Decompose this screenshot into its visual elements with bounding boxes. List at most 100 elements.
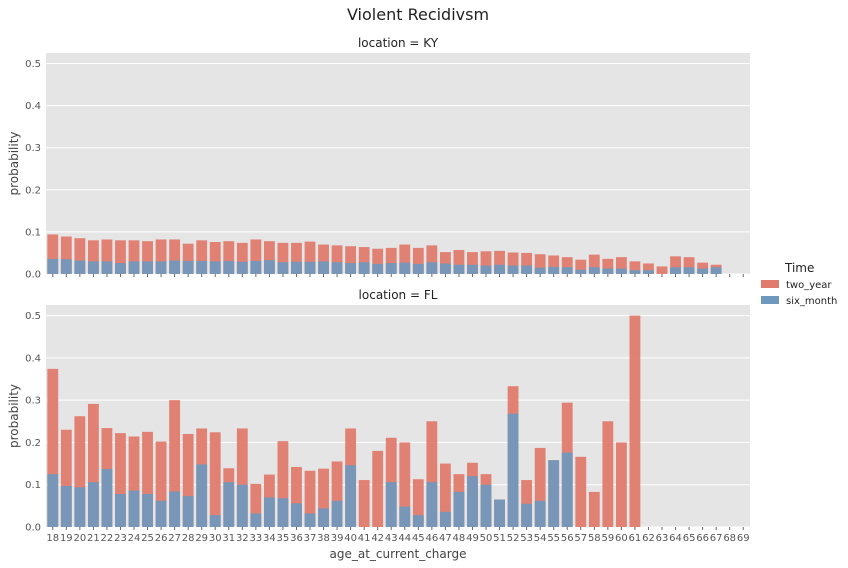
bar-two-year [169,239,181,274]
x-tick-label: 44 [398,533,411,544]
bar-six-month [385,482,397,527]
bar-two-year [602,421,614,527]
bar-six-month [236,261,248,274]
x-tick-label: 66 [696,533,709,544]
bar-two-year [480,251,492,274]
x-tick-label: 31 [222,533,235,544]
bar-two-year [128,436,140,527]
bar-six-month [155,261,167,274]
x-tick-label: 57 [574,533,587,544]
x-tick-label: 64 [669,533,682,544]
bar-six-month [209,261,221,274]
bar-six-month [263,260,275,274]
bar-six-month [115,263,126,274]
bar-six-month [74,260,86,274]
x-tick-label: 43 [385,533,398,544]
bar-two-year [155,239,167,274]
bar-six-month [467,476,478,527]
legend-swatch [761,280,779,288]
bar-two-year [250,239,262,274]
bar-six-month [548,266,560,274]
x-tick-label: 63 [656,533,669,544]
bar-six-month [683,267,695,274]
bar-six-month [101,469,113,527]
x-tick-label: 53 [520,533,533,544]
bar-six-month [602,268,614,274]
bar-two-year [196,240,208,274]
x-tick-label: 27 [168,533,181,544]
bar-six-month [412,515,424,527]
bar-two-year [128,240,140,274]
bar-six-month [291,261,302,274]
x-tick-label: 49 [466,533,479,544]
bar-two-year [277,441,289,527]
bar-two-year [304,470,316,527]
x-tick-label: 41 [358,533,371,544]
bar-six-month [480,484,492,527]
bar-two-year [277,242,289,274]
y-tick-label: 0.4 [25,353,41,364]
bar-two-year [385,247,397,274]
bar-six-month [128,490,140,527]
bar-six-month [385,263,397,274]
bar-six-month [534,500,546,527]
facet-panels: 0.0 0.1 0.2 0.3 0.4 0.5 location = KY probabili… [7,36,750,544]
bar-two-year [534,254,546,274]
bar-two-year [426,421,438,527]
x-tick-label: 55 [547,533,560,544]
x-tick-label: 65 [683,533,696,544]
bar-two-year [345,246,357,274]
x-tick-label: 24 [128,533,141,544]
bar-two-year [399,244,411,274]
bar-six-month [318,508,329,527]
bar-six-month [670,267,681,274]
bar-two-year [439,252,451,274]
bar-two-year [697,262,709,274]
x-tick-label: 54 [534,533,547,544]
bar-six-month [277,498,289,527]
bar-six-month [169,491,181,527]
bar-six-month [115,494,126,527]
bar-six-month [277,262,289,274]
bar-six-month [250,513,262,527]
bar-two-year [142,431,153,527]
x-tick-label: 52 [507,533,520,544]
panel-background [46,53,750,274]
x-tick-label: 32 [236,533,249,544]
bar-two-year [615,442,627,527]
bar-two-year [74,416,86,527]
facet-panel: 0.0 0.1 0.2 0.3 0.4 0.5 location = KY probabili… [7,36,750,281]
y-tick-label: 0.0 [25,270,41,281]
bar-six-month [453,491,465,527]
bar-six-month [304,261,316,274]
y-axis-label: probability [7,384,21,448]
y-tick-label: 0.2 [25,438,41,449]
x-tick-label: 18 [46,533,59,544]
bar-six-month [304,513,316,527]
bar-two-year [169,400,181,527]
bar-two-year [182,433,194,527]
bar-two-year [534,447,546,527]
bar-two-year [250,483,262,527]
bar-two-year [291,242,302,274]
legend-title: Time [784,261,814,275]
bar-two-year [115,240,126,274]
bar-six-month [561,267,573,274]
x-tick-label: 25 [141,533,154,544]
bar-two-year [331,245,343,274]
bar-six-month [182,496,194,527]
x-tick-label: 26 [155,533,168,544]
bar-six-month [426,482,438,527]
bar-six-month [507,413,519,527]
bar-six-month [439,511,451,527]
x-tick-label: 50 [480,533,493,544]
x-tick-label: 36 [290,533,303,544]
bar-six-month [548,460,560,527]
bar-two-year [358,480,370,527]
bar-six-month [87,261,99,274]
x-tick-label: 38 [317,533,330,544]
bar-six-month [588,267,600,274]
bar-six-month [142,494,153,527]
bar-six-month [358,262,370,274]
bar-two-year [47,234,59,274]
